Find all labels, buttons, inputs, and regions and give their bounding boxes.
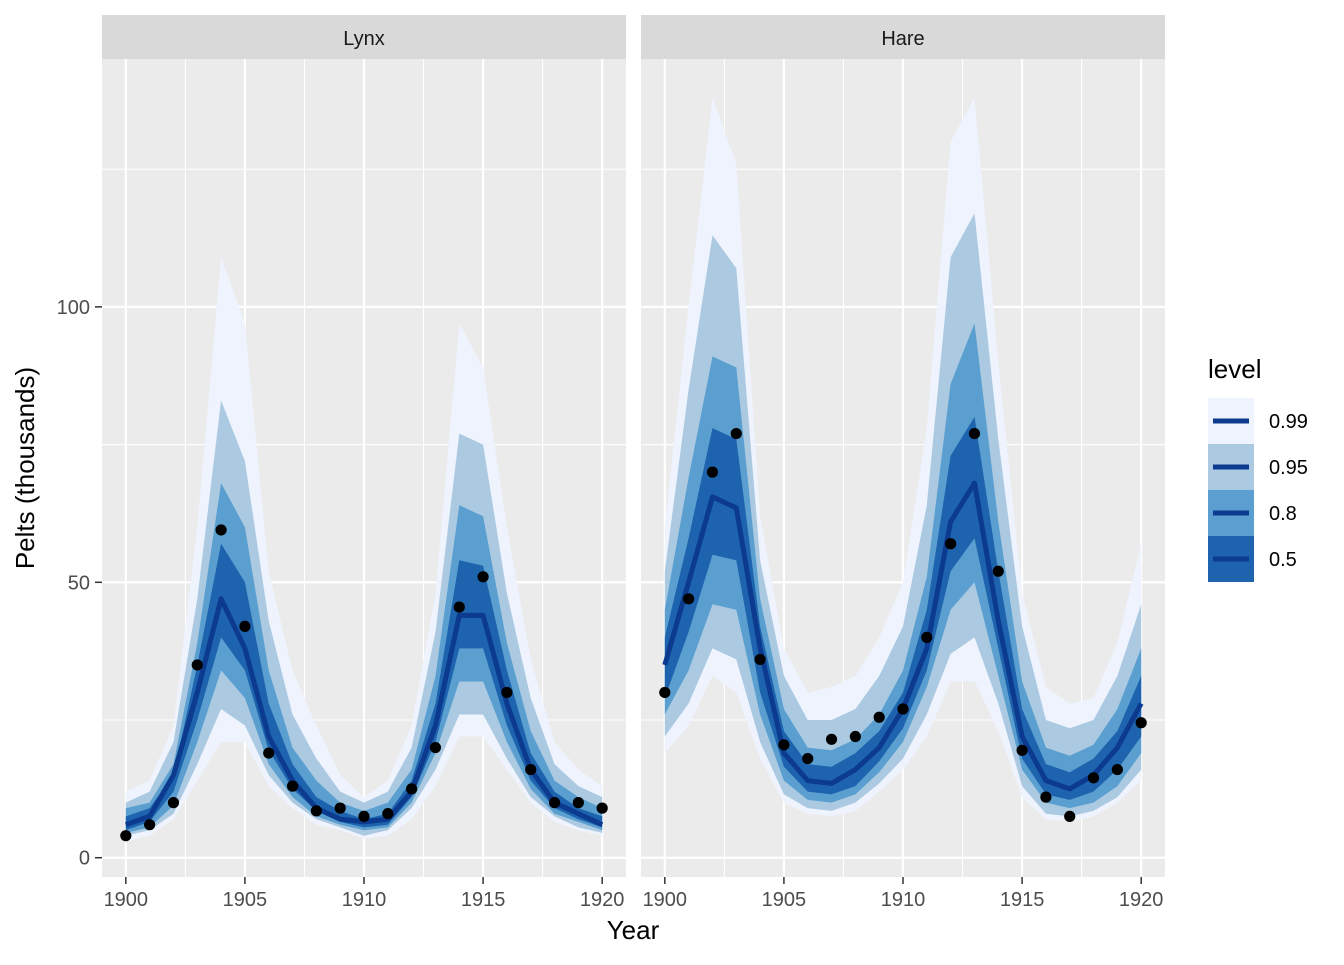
x-tick-label: 1915 — [1000, 889, 1045, 911]
x-tick-label: 1920 — [580, 889, 625, 911]
observed-point — [897, 703, 909, 715]
observed-point — [477, 571, 489, 583]
legend-item-0-8: 0.8 — [1208, 490, 1297, 536]
observed-point — [1040, 791, 1052, 803]
observed-point — [263, 747, 275, 759]
observed-point — [453, 601, 465, 613]
interval-band-0-8 — [664, 323, 1142, 809]
interval-band-0-95 — [664, 213, 1142, 817]
observed-point — [144, 819, 156, 831]
observed-point — [992, 565, 1004, 577]
observed-point — [825, 733, 838, 745]
observed-point — [215, 524, 227, 536]
panel-lynx: Lynx 0 50 100 1900 1905 1910 1915 1920 — [57, 15, 626, 911]
observed-point — [778, 739, 790, 751]
panels-layer: Lynx 0 50 100 1900 1905 1910 1915 1920 Hare 1900 19… — [57, 15, 1165, 911]
observed-point — [802, 752, 814, 765]
observed-point — [754, 653, 766, 666]
facet-strip — [641, 15, 1165, 59]
observed-point — [921, 631, 933, 643]
facet-strip-label: Hare — [881, 28, 924, 50]
legend-label: 0.8 — [1269, 503, 1297, 525]
observed-point — [968, 427, 981, 440]
observed-point — [849, 730, 861, 743]
observed-point — [730, 427, 742, 440]
x-tick-label: 1920 — [1119, 889, 1164, 911]
observed-point — [1111, 763, 1123, 776]
y-axis-title: Pelts (thousands) — [10, 367, 40, 569]
y-tick-label: 0 — [79, 848, 90, 870]
observed-point — [1135, 717, 1147, 729]
legend: level 0.99 0.95 0.8 0.5 — [1208, 354, 1308, 582]
observed-point — [525, 763, 537, 776]
legend-label: 0.99 — [1269, 411, 1308, 433]
x-tick-label: 1905 — [223, 889, 268, 911]
facet-strip — [102, 15, 626, 59]
legend-title: level — [1208, 354, 1261, 384]
observed-point — [286, 780, 299, 792]
observed-point — [1016, 744, 1028, 756]
observed-point — [382, 808, 394, 820]
legend-keys: 0.99 0.95 0.8 0.5 — [1208, 398, 1308, 582]
facet-strip-label: Lynx — [343, 28, 385, 50]
observed-point — [191, 659, 203, 671]
observed-point — [239, 620, 251, 632]
x-tick-label: 1900 — [104, 889, 149, 911]
legend-item-0-95: 0.95 — [1208, 444, 1308, 490]
x-tick-label: 1910 — [342, 889, 387, 911]
observed-point — [334, 802, 346, 814]
observed-point — [572, 797, 584, 809]
legend-label: 0.5 — [1269, 549, 1297, 571]
interval-band-0-95 — [125, 400, 603, 836]
observed-point — [548, 797, 561, 809]
legend-item-0-99: 0.99 — [1208, 398, 1308, 444]
x-tick-label: 1905 — [762, 889, 807, 911]
observed-point — [429, 741, 442, 754]
observed-point — [310, 805, 322, 817]
observed-point — [706, 466, 719, 478]
interval-band-0-5 — [664, 417, 1142, 800]
x-tick-label: 1900 — [643, 889, 688, 911]
observed-point — [945, 538, 957, 550]
observed-point — [167, 797, 180, 809]
observed-point — [358, 810, 370, 823]
panel-hare: Hare 1900 1905 1910 1915 1920 — [641, 15, 1165, 911]
observed-point — [1064, 810, 1076, 823]
observed-point — [120, 830, 132, 842]
observed-point — [1087, 772, 1100, 784]
observed-point — [659, 686, 671, 699]
legend-item-0-5: 0.5 — [1208, 536, 1297, 582]
observed-point — [501, 686, 513, 699]
observed-point — [406, 783, 418, 795]
y-tick-label: 100 — [57, 297, 90, 319]
x-tick-label: 1915 — [461, 889, 506, 911]
x-axis-title: Year — [607, 915, 660, 945]
observed-point — [683, 593, 695, 605]
legend-label: 0.95 — [1269, 457, 1308, 479]
x-tick-label: 1910 — [881, 889, 926, 911]
observed-point — [596, 802, 608, 814]
y-tick-label: 50 — [68, 572, 90, 594]
observed-point — [873, 711, 885, 723]
